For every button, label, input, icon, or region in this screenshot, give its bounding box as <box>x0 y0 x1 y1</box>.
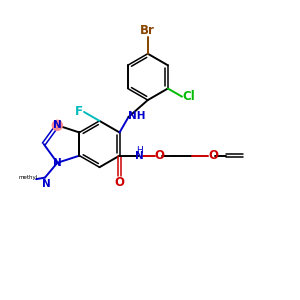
Text: O: O <box>208 149 218 162</box>
Text: Cl: Cl <box>182 90 195 103</box>
Text: N: N <box>135 151 144 160</box>
Text: N: N <box>53 158 62 168</box>
Text: O: O <box>155 149 165 162</box>
Text: N: N <box>42 179 51 189</box>
Text: NH: NH <box>128 111 146 122</box>
Circle shape <box>52 120 62 130</box>
Text: N: N <box>53 120 62 130</box>
Text: F: F <box>75 105 83 118</box>
Text: methyl: methyl <box>18 175 38 180</box>
Text: O: O <box>115 176 124 190</box>
Text: H: H <box>136 146 143 155</box>
Text: Br: Br <box>140 24 155 37</box>
